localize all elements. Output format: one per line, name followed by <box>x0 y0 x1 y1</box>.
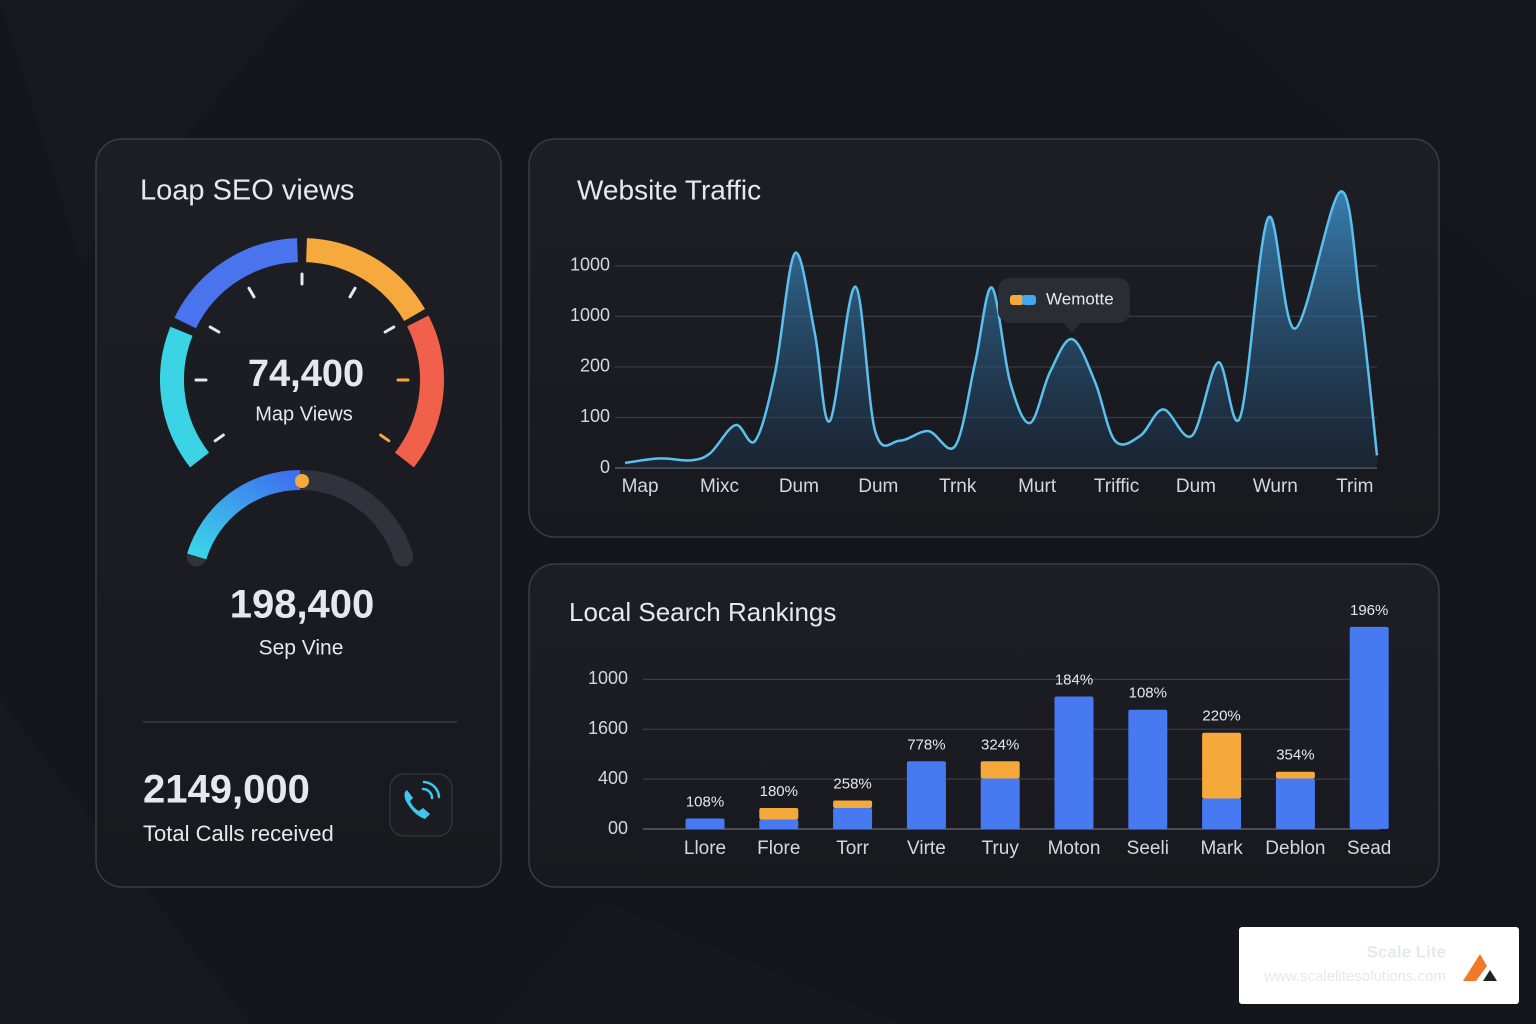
y-tick-label: 400 <box>598 768 628 788</box>
y-tick-label: 00 <box>608 818 628 838</box>
bar-segment <box>1275 778 1315 829</box>
bar-segment <box>1128 709 1168 829</box>
bar-segment <box>906 761 946 829</box>
chart-title: Local Search Rankings <box>569 597 836 627</box>
legend-swatch <box>1010 295 1024 305</box>
panel-title: Loap SEO views <box>140 175 354 207</box>
bar-top-label: 324% <box>981 736 1019 753</box>
bar-top-label: 258% <box>833 775 871 792</box>
y-tick-label: 1000 <box>588 668 628 688</box>
calls-label: Total Calls received <box>143 821 334 846</box>
x-tick-label: Deblon <box>1265 838 1325 859</box>
bar-segment <box>980 761 1020 779</box>
x-tick-label: Trim <box>1336 476 1373 497</box>
x-tick-label: Trnk <box>939 476 977 497</box>
y-tick-label: 200 <box>580 356 610 376</box>
gauge-tick <box>383 325 396 334</box>
gauge-tick <box>247 286 256 299</box>
bar-top-label: 220% <box>1202 708 1240 725</box>
second-value: 198,400 <box>230 583 375 627</box>
x-tick-label: Llore <box>684 838 726 859</box>
phone-icon <box>389 773 453 837</box>
gauge-tick <box>348 286 357 299</box>
bar-segment <box>685 818 725 829</box>
x-tick-label: Seeli <box>1127 838 1169 859</box>
bar-top-label: 354% <box>1276 747 1314 764</box>
bar-top-label: 108% <box>1129 685 1167 702</box>
x-tick-label: Triffic <box>1094 476 1139 497</box>
bar-segment <box>759 808 799 820</box>
x-tick-label: Virte <box>907 838 946 859</box>
gauge-label: Map Views <box>255 403 352 425</box>
x-tick-label: Torr <box>836 838 869 859</box>
gauge-value: 74,400 <box>248 353 364 395</box>
x-tick-label: Mark <box>1200 838 1243 859</box>
gauge-segment <box>174 238 299 329</box>
legend-swatch <box>1022 295 1036 305</box>
x-tick-label: Dum <box>779 476 819 497</box>
x-tick-label: Truy <box>982 838 1020 859</box>
seo-panel <box>95 138 502 888</box>
y-tick-label: 1000 <box>570 305 610 325</box>
brand-name: Scale Lite <box>1367 942 1446 961</box>
gauge-tick <box>379 433 391 443</box>
bar-top-label: 184% <box>1055 671 1093 688</box>
x-tick-label: Wurn <box>1253 476 1298 497</box>
x-tick-label: Sead <box>1347 838 1391 859</box>
gauge-segment <box>160 326 210 468</box>
y-tick-label: 1000 <box>570 255 610 275</box>
x-tick-label: Dum <box>858 476 898 497</box>
gauge-tick <box>208 325 221 334</box>
annotation: Wemotte <box>1046 289 1114 308</box>
bar-top-label: 778% <box>907 736 945 753</box>
progress-arc <box>187 470 301 560</box>
bar-segment <box>1054 696 1094 829</box>
bar-segment <box>759 819 799 829</box>
bar-segment <box>833 800 873 809</box>
progress-knob <box>295 474 309 488</box>
gauge-segment <box>394 315 444 468</box>
x-tick-label: Murt <box>1018 476 1057 497</box>
gauge-tick <box>213 433 225 443</box>
tooltip-box <box>998 278 1130 333</box>
bar-segment <box>833 808 873 829</box>
x-tick-label: Dum <box>1176 476 1216 497</box>
y-tick-label: 0 <box>600 457 610 477</box>
bar-segment <box>1349 626 1389 829</box>
x-tick-label: Map <box>622 476 659 497</box>
bar-segment <box>980 778 1020 829</box>
bar-segment <box>1202 798 1242 829</box>
x-tick-label: Moton <box>1048 838 1101 859</box>
x-tick-label: Mixc <box>700 476 739 497</box>
brand-url: www.scalelitesolutions.com <box>1263 968 1446 985</box>
bar-segment <box>1202 732 1242 799</box>
bar-segment <box>1275 771 1315 779</box>
y-tick-label: 100 <box>580 406 610 426</box>
brand-box <box>1239 927 1519 1004</box>
calls-value: 2149,000 <box>143 768 310 812</box>
bar-top-label: 180% <box>760 783 798 800</box>
chart-title: Website Traffic <box>577 174 761 205</box>
x-tick-label: Flore <box>757 838 800 859</box>
y-tick-label: 1600 <box>588 718 628 738</box>
bar-top-label: 196% <box>1350 602 1388 619</box>
gauge <box>160 238 444 567</box>
second-label: Sep Vine <box>259 637 344 660</box>
gauge-segment <box>305 238 425 322</box>
bar-top-label: 108% <box>686 793 724 810</box>
